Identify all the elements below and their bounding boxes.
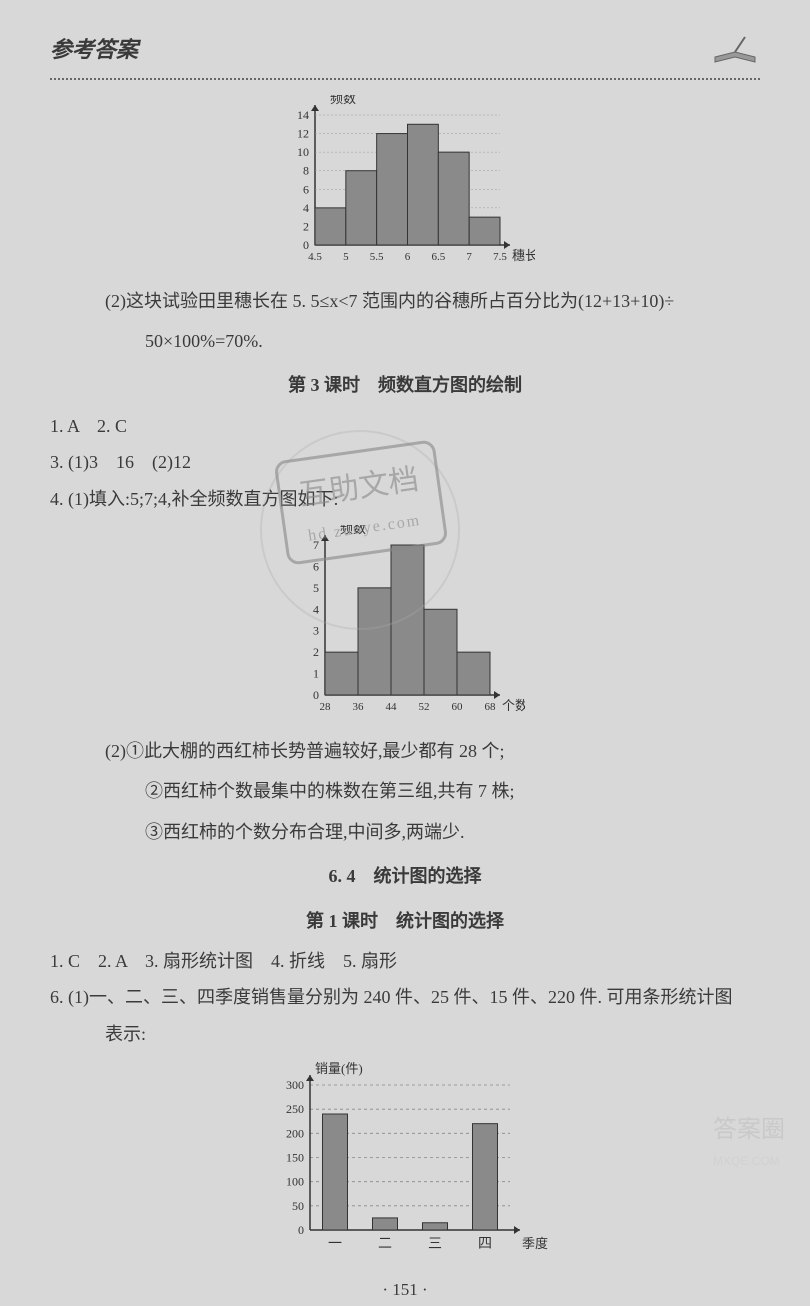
answer-2-2: 6. (1)一、二、三、四季度销售量分别为 240 件、25 件、15 件、22… bbox=[50, 981, 760, 1013]
chart3-container: 0 50 100 150 200 250 300 一 二 三 四 销量(件) 季度 bbox=[50, 1060, 760, 1260]
svg-text:一: 一 bbox=[328, 1237, 342, 1252]
answer-2-2b: 表示: bbox=[50, 1018, 760, 1050]
svg-text:6.5: 6.5 bbox=[431, 251, 445, 263]
page-number: · 151 · bbox=[50, 1275, 760, 1306]
svg-text:0: 0 bbox=[298, 1223, 304, 1237]
bottom-watermark: 答案圈 MXQE.COM bbox=[713, 1108, 785, 1173]
page-header: 参考答案 bbox=[50, 30, 760, 80]
bar-chart-3: 0 50 100 150 200 250 300 一 二 三 四 销量(件) 季度 bbox=[260, 1060, 550, 1260]
svg-text:200: 200 bbox=[286, 1126, 304, 1140]
svg-text:4: 4 bbox=[313, 602, 319, 616]
histogram-chart-2: 0 1 2 3 4 5 6 7 28 36 44 52 60 68 频数个数 bbox=[285, 525, 525, 725]
svg-text:250: 250 bbox=[286, 1102, 304, 1116]
svg-text:3: 3 bbox=[313, 624, 319, 638]
svg-text:5: 5 bbox=[343, 251, 349, 263]
svg-text:三: 三 bbox=[428, 1237, 442, 1252]
svg-text:频数: 频数 bbox=[330, 95, 356, 106]
svg-text:12: 12 bbox=[297, 126, 309, 140]
svg-text:36: 36 bbox=[353, 701, 365, 713]
svg-text:4.5: 4.5 bbox=[308, 251, 322, 263]
svg-text:穗长: 穗长 bbox=[512, 248, 535, 263]
svg-text:5.5: 5.5 bbox=[370, 251, 384, 263]
obs-3: ③西红柿的个数分布合理,中间多,两端少. bbox=[50, 816, 760, 848]
svg-text:7: 7 bbox=[466, 251, 472, 263]
text-line: (2)这块试验田里穗长在 5. 5≤x<7 范围内的谷穗所占百分比为(12+13… bbox=[105, 291, 674, 311]
section-title-2b: 第 1 课时 统计图的选择 bbox=[50, 905, 760, 937]
svg-text:6: 6 bbox=[303, 182, 309, 196]
svg-text:7: 7 bbox=[313, 538, 319, 552]
svg-text:60: 60 bbox=[452, 701, 464, 713]
svg-text:100: 100 bbox=[286, 1175, 304, 1189]
header-title: 参考答案 bbox=[50, 30, 138, 70]
svg-text:6: 6 bbox=[405, 251, 411, 263]
bottom-wm-main: 答案圈 bbox=[713, 1108, 785, 1151]
svg-text:4: 4 bbox=[303, 200, 309, 214]
svg-text:44: 44 bbox=[386, 701, 398, 713]
svg-text:销量(件): 销量(件) bbox=[315, 1061, 363, 1076]
svg-text:四: 四 bbox=[478, 1237, 492, 1252]
section-title-2: 6. 4 统计图的选择 bbox=[50, 860, 760, 892]
svg-text:个数: 个数 bbox=[502, 698, 525, 713]
svg-text:2: 2 bbox=[303, 219, 309, 233]
obs-2: ②西红柿个数最集中的株数在第三组,共有 7 株; bbox=[50, 775, 760, 807]
svg-text:5: 5 bbox=[313, 581, 319, 595]
svg-text:7.5: 7.5 bbox=[493, 251, 507, 263]
svg-text:50: 50 bbox=[292, 1199, 304, 1213]
answer-1-3: 4. (1)填入:5;7;4,补全频数直方图如下: bbox=[50, 483, 760, 515]
chart2-container: 0 1 2 3 4 5 6 7 28 36 44 52 60 68 频数个数 bbox=[50, 525, 760, 725]
svg-text:二: 二 bbox=[378, 1237, 392, 1252]
svg-text:68: 68 bbox=[485, 701, 497, 713]
answer-1-2: 3. (1)3 16 (2)12 bbox=[50, 446, 760, 478]
chart1-container: 0 2 4 6 8 10 12 14 4.5 5 5.5 6 6.5 7 7.5 频数穗长 bbox=[50, 95, 760, 275]
svg-text:14: 14 bbox=[297, 108, 309, 122]
bottom-wm-sub: MXQE.COM bbox=[713, 1151, 785, 1173]
answer-2-1: 1. C 2. A 3. 扇形统计图 4. 折线 5. 扇形 bbox=[50, 945, 760, 977]
obs-1: (2)①此大棚的西红柿长势普遍较好,最少都有 28 个; bbox=[50, 735, 760, 767]
problem-2-text: (2)这块试验田里穗长在 5. 5≤x<7 范围内的谷穗所占百分比为(12+13… bbox=[50, 285, 760, 317]
problem-2-calc: 50×100%=70%. bbox=[50, 325, 760, 357]
svg-text:150: 150 bbox=[286, 1151, 304, 1165]
svg-text:0: 0 bbox=[313, 688, 319, 702]
svg-text:28: 28 bbox=[320, 701, 332, 713]
svg-text:频数: 频数 bbox=[340, 525, 366, 536]
histogram-chart-1: 0 2 4 6 8 10 12 14 4.5 5 5.5 6 6.5 7 7.5 频数穗长 bbox=[275, 95, 535, 275]
svg-text:6: 6 bbox=[313, 559, 319, 573]
svg-text:季度: 季度 bbox=[522, 1236, 548, 1251]
svg-text:10: 10 bbox=[297, 145, 309, 159]
text-line: 50×100%=70%. bbox=[145, 331, 263, 351]
svg-text:1: 1 bbox=[313, 667, 319, 681]
svg-text:8: 8 bbox=[303, 163, 309, 177]
svg-text:52: 52 bbox=[419, 701, 430, 713]
section-title-1: 第 3 课时 频数直方图的绘制 bbox=[50, 369, 760, 401]
svg-text:300: 300 bbox=[286, 1078, 304, 1092]
svg-text:2: 2 bbox=[313, 645, 319, 659]
svg-text:0: 0 bbox=[303, 238, 309, 252]
answer-1-1: 1. A 2. C bbox=[50, 410, 760, 442]
book-icon bbox=[710, 32, 760, 67]
